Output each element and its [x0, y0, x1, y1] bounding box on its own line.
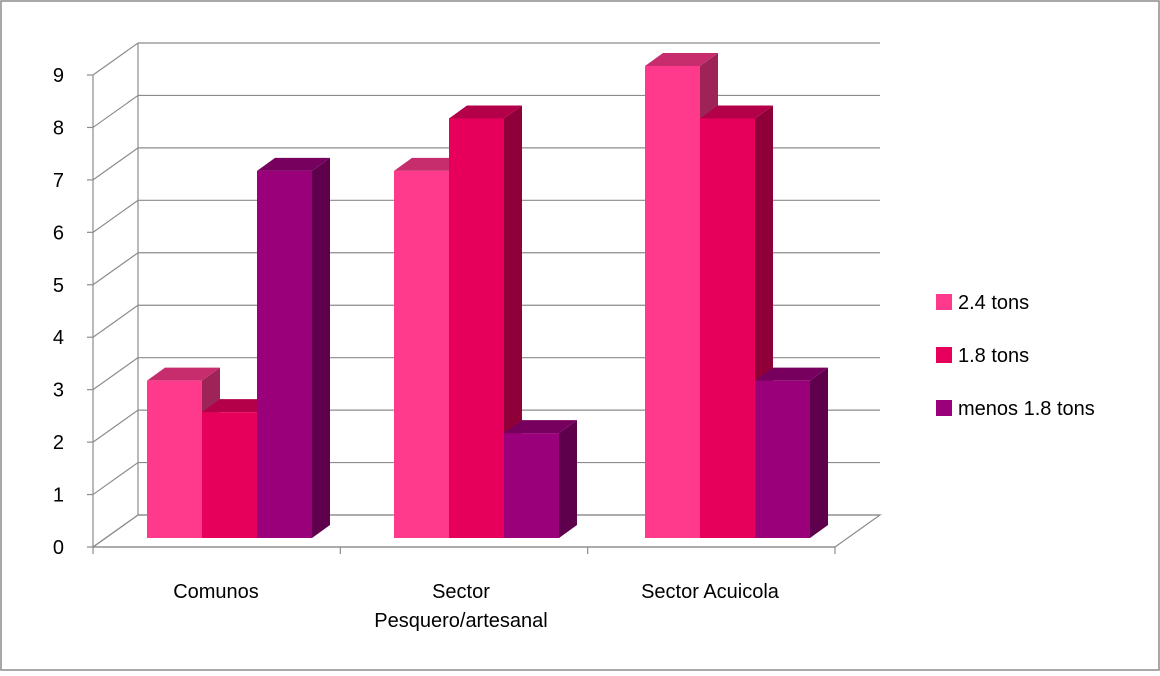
- y-axis-tick-labels: 0 1 2 3 4 5 6 7 8 9: [53, 65, 64, 559]
- bar-top: [755, 367, 828, 381]
- y-tick-label: 6: [53, 222, 64, 244]
- y-tick-label: 5: [53, 275, 64, 297]
- bar-side: [559, 420, 577, 538]
- bar-menos-18-tons-2: [504, 420, 577, 538]
- bar-front: [504, 433, 559, 538]
- gridline-side: [92, 409, 139, 443]
- x-axis-tick-labels: Comunos Sector Pesquero/artesanal Sector Ac…: [173, 581, 780, 632]
- legend-label: 1.8 tons: [958, 345, 1029, 367]
- y-tick-label: 1: [53, 485, 64, 507]
- gridline-side: [92, 514, 139, 548]
- gridline-side: [92, 94, 139, 128]
- x-tick-label: Comunos: [173, 581, 259, 603]
- legend-swatch: [936, 400, 952, 416]
- legend-label: menos 1.8 tons: [958, 398, 1095, 420]
- bar-front: [700, 118, 755, 538]
- bar-front: [645, 66, 700, 538]
- bar-front: [147, 380, 202, 538]
- bar-top: [449, 105, 522, 119]
- x-tick-label: Pesquero/artesanal: [374, 610, 547, 632]
- legend-label: 2.4 tons: [958, 292, 1029, 314]
- y-tick-label: 0: [53, 537, 64, 559]
- gridline-side: [92, 42, 139, 76]
- legend-swatch: [936, 347, 952, 363]
- gridline-side: [92, 252, 139, 286]
- y-tick-label: 2: [53, 432, 64, 454]
- bar-top: [257, 157, 330, 171]
- bar-front: [257, 170, 312, 538]
- y-tick-label: 7: [53, 170, 64, 192]
- bar-side: [810, 367, 828, 538]
- bar-front: [755, 380, 810, 538]
- legend-swatch: [936, 294, 952, 310]
- gridline-side: [92, 304, 139, 338]
- bar-menos-18-tons-1: [257, 157, 330, 538]
- bars: [147, 53, 828, 538]
- bar-front: [202, 412, 257, 538]
- bar-menos-18-tons-3: [755, 367, 828, 538]
- axes: [87, 74, 836, 554]
- bar-top: [645, 53, 718, 66]
- bar-side: [312, 157, 330, 538]
- bar-top: [700, 105, 773, 119]
- bar-top: [394, 157, 467, 171]
- gridline-side: [92, 147, 139, 181]
- y-tick-label: 3: [53, 380, 64, 402]
- x-tick-label: Sector Acuicola: [641, 581, 780, 603]
- bar-front: [449, 118, 504, 538]
- bar-front: [394, 170, 449, 538]
- legend: 2.4 tons 1.8 tons menos 1.8 tons: [936, 292, 1095, 420]
- y-tick-label: 4: [53, 327, 64, 349]
- bar-top: [147, 367, 220, 381]
- gridline-side: [92, 462, 139, 496]
- gridline-side: [92, 199, 139, 233]
- bar-top: [202, 399, 275, 413]
- bar-top: [504, 420, 577, 434]
- x-tick-label: Sector: [432, 581, 490, 603]
- gridline-side: [92, 357, 139, 391]
- y-tick-label: 8: [53, 117, 64, 139]
- y-tick-label: 9: [53, 65, 64, 87]
